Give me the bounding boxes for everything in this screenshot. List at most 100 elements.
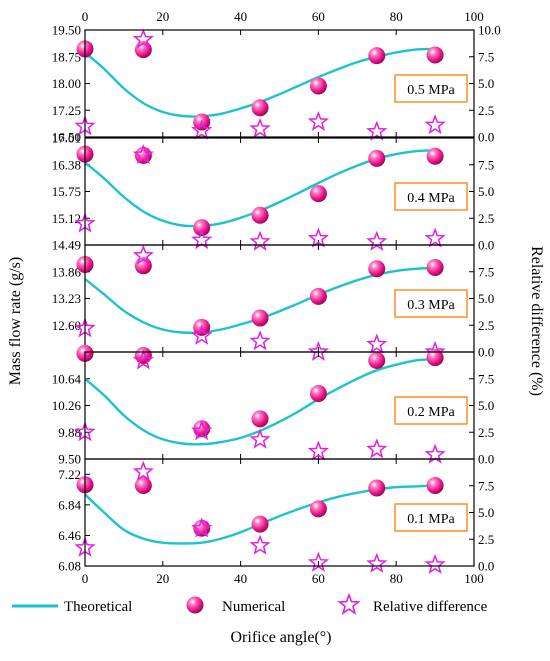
x-tick-label-bottom: 80 — [390, 571, 403, 586]
relative-point — [249, 230, 271, 251]
y2-tick-label: 7.5 — [478, 371, 494, 386]
relative-point — [191, 324, 213, 345]
legend-relative-label: Relative difference — [373, 599, 488, 615]
y-tick-label: 15.75 — [52, 184, 81, 199]
numerical-point — [426, 259, 444, 277]
y-tick-label: 16.50 — [52, 130, 81, 145]
relative-point — [424, 553, 446, 574]
relative-point — [191, 119, 213, 140]
legend-relative-marker — [337, 592, 361, 615]
x-tick-label-top: 20 — [156, 9, 169, 24]
numerical-point — [309, 77, 327, 95]
relative-point — [424, 114, 446, 135]
x-tick-label-bottom: 100 — [464, 571, 484, 586]
relative-point — [366, 333, 388, 354]
numerical-point — [368, 351, 386, 369]
y-tick-label: 6.46 — [58, 528, 81, 543]
y-tick-label: 6.84 — [58, 497, 81, 512]
legend-theoretical-label: Theoretical — [64, 599, 132, 615]
y2-tick-label: 0.0 — [478, 559, 494, 574]
numerical-point — [426, 46, 444, 64]
relative-point — [249, 428, 271, 449]
y-tick-label: 14.49 — [52, 238, 81, 253]
numerical-point — [426, 477, 444, 495]
y-tick-label: 7.22 — [58, 467, 81, 482]
numerical-point — [134, 146, 152, 164]
x-tick-label-top: 0 — [82, 9, 89, 24]
y2-tick-label: 5.0 — [478, 76, 494, 91]
y-tick-label: 18.75 — [52, 49, 81, 64]
pressure-label-box — [394, 182, 468, 211]
numerical-point — [368, 479, 386, 497]
y-tick-label: 12.60 — [52, 318, 81, 333]
y-tick-label: 10.26 — [52, 398, 82, 413]
panel-0-5-MPa: 16.50 17.25 18.00 18.75 19.50 0.0 2.5 5.0 7.5 10.… — [52, 23, 501, 145]
x-tick-label-bottom: 20 — [156, 571, 169, 586]
relative-point — [366, 230, 388, 251]
panel-0-3-MPa: 12.60 13.23 13.86 0.0 2.5 5.0 7.5 0.3 MPa — [52, 244, 494, 362]
y2-tick-label: 0.0 — [478, 238, 494, 253]
y2-tick-label: 5.0 — [478, 291, 494, 306]
numerical-point — [134, 347, 152, 365]
y-tick-label: 9.88 — [58, 425, 81, 440]
numerical-point — [368, 149, 386, 167]
pressure-label-box — [394, 289, 468, 318]
pressure-label: 0.5 MPa — [407, 83, 455, 98]
relative-point — [424, 227, 446, 248]
panel-0-1-MPa: 6.08 6.46 6.84 7.22 0.0 2.5 5.0 7.5 0.1 MPa — [58, 458, 494, 574]
numerical-point — [134, 477, 152, 495]
pressure-label-box — [394, 396, 468, 425]
y-tick-label: 18.00 — [52, 76, 81, 91]
numerical-point — [251, 309, 269, 327]
pressure-label-box — [394, 503, 468, 532]
relative-point — [191, 517, 213, 538]
legend-numerical-label: Numerical — [222, 599, 285, 615]
y-tick-label: 17.01 — [52, 131, 81, 146]
y-tick-label: 16.38 — [52, 157, 81, 172]
pressure-label: 0.4 MPa — [407, 191, 455, 206]
relative-point — [307, 110, 330, 132]
y2-tick-label: 5.0 — [478, 398, 494, 413]
legend-numerical-marker — [186, 596, 204, 614]
relative-point — [366, 438, 388, 459]
relative-point — [307, 227, 330, 248]
numerical-point — [426, 147, 444, 165]
y2-tick-label: 7.5 — [478, 157, 494, 172]
pressure-label: 0.1 MPa — [407, 512, 455, 527]
relative-point — [132, 349, 154, 370]
numerical-point — [193, 219, 211, 237]
x-tick-label-bottom: 60 — [312, 571, 325, 586]
x-tick-label-bottom: 0 — [82, 571, 89, 586]
y2-tick-label: 7.5 — [478, 264, 494, 279]
numerical-point — [309, 385, 327, 403]
y2-tick-label: 2.5 — [478, 211, 494, 226]
y2-tick-label: 5.0 — [478, 184, 494, 199]
relative-point — [249, 117, 271, 139]
pressure-label-box — [394, 74, 468, 103]
y2-tick-label: 2.5 — [478, 425, 494, 440]
pressure-label: 0.3 MPa — [407, 298, 455, 313]
panel-0-2-MPa: 9.50 9.88 10.26 10.64 0.0 2.5 5.0 7.5 0.2 MPa — [52, 344, 494, 467]
y-tick-label: 6.08 — [58, 559, 81, 574]
y2-tick-label: 7.5 — [478, 49, 494, 64]
relative-point — [132, 143, 154, 165]
y-tick-label: 13.86 — [52, 264, 82, 279]
panel-frame — [84, 29, 475, 138]
numerical-point — [251, 206, 269, 224]
y2-tick-label: 0.0 — [478, 130, 494, 145]
y2-tick-label: 0.0 — [478, 345, 494, 360]
y-axis-title: Mass flow rate (g/s) — [7, 257, 24, 385]
y-tick-label: 17.25 — [52, 103, 81, 118]
numerical-point — [368, 47, 386, 65]
relative-point — [249, 330, 271, 351]
numerical-point — [251, 410, 269, 428]
numerical-point — [251, 99, 269, 117]
pressure-label: 0.2 MPa — [407, 405, 455, 420]
numerical-point — [309, 287, 327, 305]
y2-tick-label: 7.5 — [478, 478, 494, 493]
relative-point — [191, 229, 213, 250]
numerical-point — [309, 500, 327, 518]
y2-tick-label: 2.5 — [478, 318, 494, 333]
y2-tick-label: 2.5 — [478, 103, 494, 118]
relative-point — [307, 440, 330, 461]
